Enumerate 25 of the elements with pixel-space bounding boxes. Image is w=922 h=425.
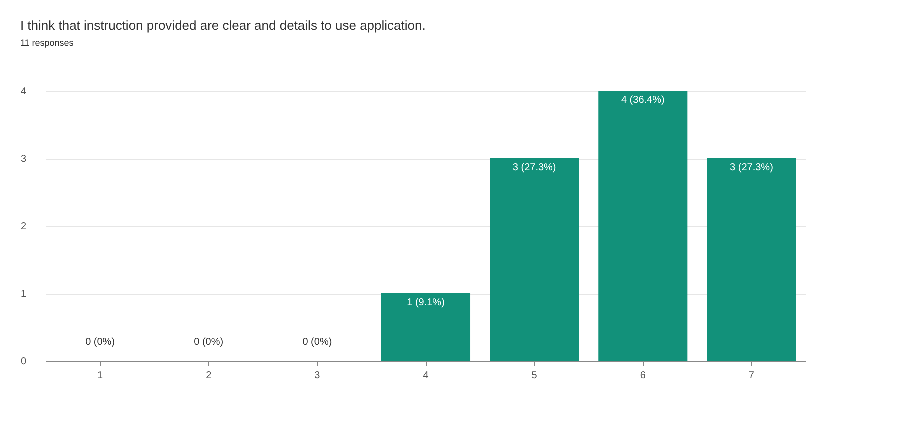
y-tick-label: 1 (20, 289, 27, 300)
data-label: 0 (0%) (86, 337, 116, 348)
data-label: 1 (9.1%) (407, 298, 445, 308)
bar (707, 158, 796, 361)
x-tick-label: 3 (314, 370, 321, 382)
chart-subtitle: 11 responses (20, 38, 74, 48)
y-tick-label: 3 (20, 154, 27, 165)
y-tick-label: 2 (20, 222, 27, 232)
x-tick-label: 4 (423, 370, 430, 382)
data-label: 3 (27.3%) (730, 162, 774, 174)
bar (598, 91, 688, 361)
bar (490, 158, 580, 361)
x-tick-label: 2 (206, 370, 212, 382)
x-tick-label: 1 (98, 370, 104, 382)
x-tick-label: 5 (532, 370, 538, 382)
chart-title: I think that instruction provided are clear and details to use application. (20, 18, 426, 33)
data-label: 0 (0%) (194, 337, 224, 348)
data-label: 3 (27.3%) (512, 162, 556, 174)
data-label: 0 (0%) (302, 337, 332, 348)
x-tick-label: 7 (748, 370, 755, 382)
data-label: 4 (36.4%) (621, 95, 665, 106)
x-tick-label: 6 (640, 370, 646, 382)
y-tick-label: 4 (20, 86, 27, 98)
bar (381, 294, 471, 361)
y-tick-label: 0 (20, 356, 27, 368)
